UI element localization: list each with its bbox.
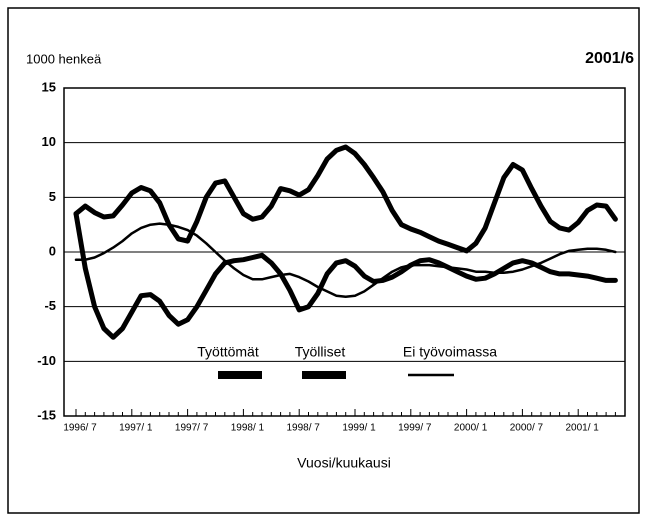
y-tick-label: -15 [37, 407, 56, 422]
x-axis-label: Vuosi/kuukausi [297, 455, 391, 471]
y-tick-label: 0 [49, 243, 56, 258]
legend-label: Ei työvoimassa [403, 344, 497, 360]
series-line [73, 144, 618, 254]
plot-border [63, 87, 626, 417]
y-tick-label: 5 [49, 189, 56, 204]
x-tick-label: 1997/ 1 [119, 423, 153, 434]
x-tick-label: 1998/ 7 [287, 423, 321, 434]
x-tick-label: 2000/ 1 [454, 423, 488, 434]
x-tick-label: 1999/ 7 [398, 423, 432, 434]
frame [7, 7, 640, 514]
y-tick-label: -5 [44, 298, 56, 313]
y-tick-label: -10 [37, 353, 56, 368]
x-tick-label: 2001/ 1 [566, 423, 600, 434]
chart-title: 2001/6 [585, 50, 634, 67]
x-tick-label: 2000/ 7 [510, 423, 544, 434]
x-tick-label: 1998/ 1 [231, 423, 265, 434]
x-tick-label: 1996/ 7 [63, 423, 97, 434]
y-tick-label: 10 [42, 134, 56, 149]
legend-label: Työttömät [197, 344, 259, 360]
y-axis-label: 1000 henkeä [26, 51, 102, 66]
series-line [73, 211, 618, 340]
series-line [74, 222, 617, 299]
x-tick-label: 1997/ 7 [175, 423, 209, 434]
y-tick-label: 15 [42, 79, 56, 94]
legend-label: Työlliset [295, 344, 346, 360]
x-tick-label: 1999/ 1 [342, 423, 376, 434]
